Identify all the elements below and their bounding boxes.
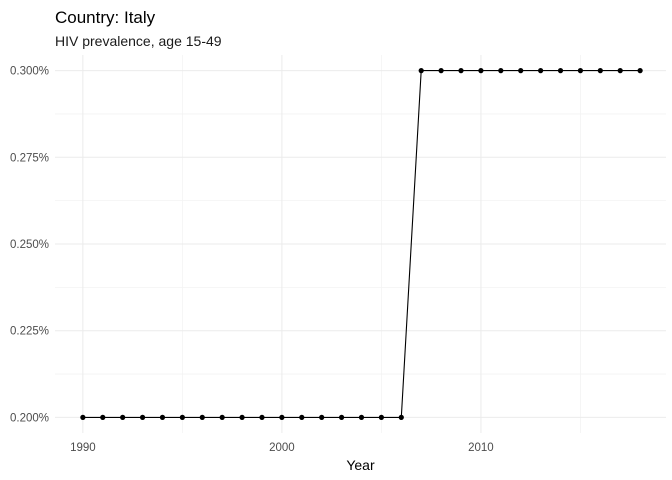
data-point [80, 414, 86, 420]
data-series [80, 68, 643, 420]
data-point [120, 414, 126, 420]
x-tick-label: 2000 [269, 442, 295, 454]
data-point [358, 414, 365, 420]
data-point [597, 68, 603, 74]
gridlines [55, 55, 666, 433]
data-point [239, 414, 245, 420]
data-point [299, 414, 305, 420]
data-point [259, 414, 265, 420]
y-tick-label: 0.200% [10, 412, 49, 424]
data-point [319, 414, 325, 420]
data-point [557, 68, 564, 74]
data-point [538, 68, 544, 74]
data-point [458, 68, 464, 74]
data-point [577, 68, 584, 74]
data-point [338, 414, 345, 420]
data-point [279, 414, 285, 420]
data-point [498, 68, 504, 74]
data-point [100, 414, 106, 420]
axis-labels: 1990 2000 2010 0.200% 0.225% 0.250% 0.275% 0.30… [10, 66, 494, 454]
x-axis-title: Year [346, 457, 375, 473]
x-tick-label: 1990 [70, 442, 96, 454]
chart-title: Country: Italy [55, 8, 156, 27]
x-tick-label: 2010 [468, 442, 494, 454]
data-point [438, 68, 444, 74]
y-tick-label: 0.225% [10, 326, 49, 338]
data-point [219, 414, 225, 420]
data-point [199, 414, 205, 420]
data-point [179, 414, 185, 420]
data-point [478, 68, 484, 74]
data-point [418, 68, 424, 74]
data-point [617, 68, 623, 74]
data-point [637, 68, 643, 74]
data-point [398, 414, 404, 420]
data-point [518, 68, 524, 74]
y-tick-label: 0.250% [10, 239, 49, 251]
y-tick-label: 0.275% [10, 152, 49, 164]
data-point [139, 414, 146, 420]
data-point [159, 414, 166, 420]
chart-subtitle: HIV prevalence, age 15-49 [55, 33, 222, 49]
y-tick-label: 0.300% [10, 66, 49, 78]
data-point [378, 414, 384, 420]
